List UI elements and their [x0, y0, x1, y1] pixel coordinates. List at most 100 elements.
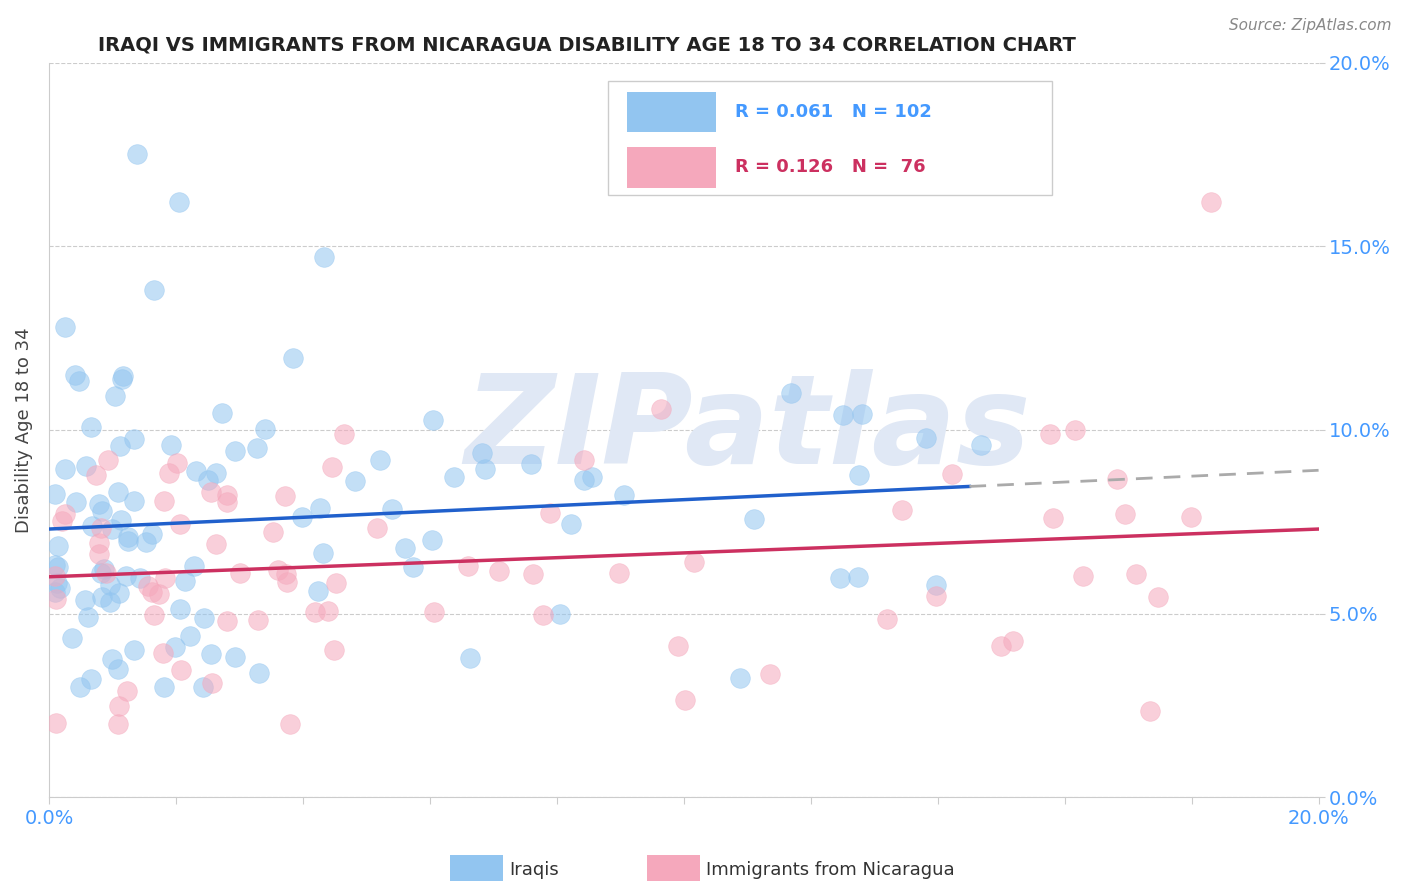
- Point: [44, 584, 66, 599]
- FancyBboxPatch shape: [607, 81, 1052, 194]
- Point: [111, 372, 134, 386]
- Point: [443, 470, 465, 484]
- Point: [876, 612, 898, 626]
- Point: [108, 439, 131, 453]
- Point: [420, 533, 443, 547]
- Point: [53, 508, 76, 522]
- Point: [925, 589, 948, 603]
- Text: R = 0.126   N =  76: R = 0.126 N = 76: [734, 158, 925, 177]
- Point: [246, 613, 269, 627]
- Point: [267, 564, 290, 578]
- Point: [613, 488, 636, 502]
- Point: [90, 566, 112, 581]
- Point: [201, 676, 224, 690]
- Point: [179, 629, 201, 643]
- Point: [200, 484, 222, 499]
- Point: [457, 558, 479, 573]
- Point: [122, 494, 145, 508]
- Point: [370, 453, 392, 467]
- Point: [915, 431, 938, 445]
- Point: [80, 672, 103, 686]
- Point: [184, 465, 207, 479]
- Point: [304, 605, 326, 619]
- Point: [471, 445, 494, 459]
- Point: [46, 559, 69, 574]
- Point: [46, 539, 69, 553]
- Point: [381, 502, 404, 516]
- Point: [474, 462, 496, 476]
- Point: [98, 595, 121, 609]
- Point: [97, 453, 120, 467]
- Point: [308, 500, 330, 515]
- Point: [165, 640, 187, 654]
- Point: [112, 368, 135, 383]
- Point: [581, 469, 603, 483]
- Point: [45, 575, 67, 590]
- Point: [759, 667, 782, 681]
- Point: [80, 420, 103, 434]
- Point: [572, 453, 595, 467]
- Point: [205, 537, 228, 551]
- Point: [65, 495, 87, 509]
- Point: [174, 574, 197, 588]
- Point: [107, 716, 129, 731]
- Point: [343, 474, 366, 488]
- Point: [153, 680, 176, 694]
- Point: [325, 576, 347, 591]
- Point: [283, 351, 305, 365]
- Point: [115, 568, 138, 582]
- Point: [153, 571, 176, 585]
- Point: [274, 489, 297, 503]
- Point: [141, 584, 163, 599]
- Point: [560, 516, 582, 531]
- Point: [215, 495, 238, 509]
- Point: [650, 402, 672, 417]
- Point: [169, 516, 191, 531]
- Text: IRAQI VS IMMIGRANTS FROM NICARAGUA DISABILITY AGE 18 TO 34 CORRELATION CHART: IRAQI VS IMMIGRANTS FROM NICARAGUA DISAB…: [98, 36, 1077, 54]
- Point: [531, 607, 554, 622]
- Point: [402, 559, 425, 574]
- Point: [538, 506, 561, 520]
- Point: [76, 610, 98, 624]
- Text: Immigrants from Nicaragua: Immigrants from Nicaragua: [706, 861, 955, 879]
- Point: [90, 504, 112, 518]
- Point: [205, 467, 228, 481]
- Point: [848, 467, 870, 482]
- Point: [224, 649, 246, 664]
- Point: [107, 699, 129, 714]
- Point: [683, 555, 706, 569]
- Point: [60, 631, 83, 645]
- Point: [157, 466, 180, 480]
- Point: [744, 512, 766, 526]
- Point: [142, 607, 165, 622]
- Point: [548, 607, 571, 622]
- Point: [197, 474, 219, 488]
- Point: [87, 497, 110, 511]
- Point: [80, 518, 103, 533]
- Point: [460, 650, 482, 665]
- Point: [422, 413, 444, 427]
- Point: [110, 512, 132, 526]
- Point: [170, 664, 193, 678]
- Point: [925, 578, 948, 592]
- Point: [183, 559, 205, 574]
- Point: [89, 536, 111, 550]
- Point: [312, 250, 335, 264]
- Point: [93, 561, 115, 575]
- Point: [53, 320, 76, 334]
- Point: [169, 602, 191, 616]
- Point: [666, 639, 689, 653]
- Point: [117, 530, 139, 544]
- Point: [1125, 566, 1147, 581]
- Point: [224, 444, 246, 458]
- FancyBboxPatch shape: [627, 147, 716, 187]
- Point: [160, 438, 183, 452]
- Text: Iraqis: Iraqis: [509, 861, 558, 879]
- Point: [394, 541, 416, 556]
- Point: [127, 147, 149, 161]
- Point: [200, 647, 222, 661]
- Point: [122, 643, 145, 657]
- Point: [890, 503, 912, 517]
- Point: [44, 568, 66, 582]
- Point: [1063, 423, 1085, 437]
